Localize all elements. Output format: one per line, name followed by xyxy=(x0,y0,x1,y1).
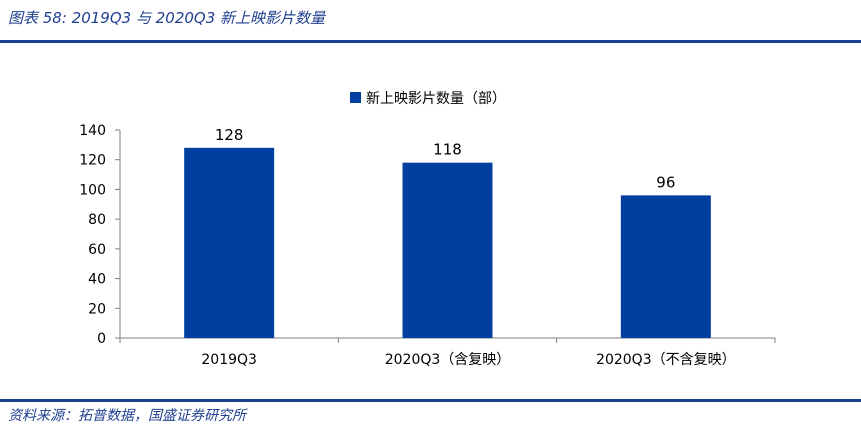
x-tick-label: 2020Q3（不含复映） xyxy=(596,351,736,368)
x-tick-label: 2020Q3（含复映） xyxy=(385,351,511,368)
y-tick-label: 20 xyxy=(88,301,106,317)
bottom-rule xyxy=(0,399,861,402)
data-label: 118 xyxy=(433,141,462,159)
y-tick-label: 80 xyxy=(88,212,106,228)
data-label: 96 xyxy=(656,173,675,191)
legend-label: 新上映影片数量（部） xyxy=(366,91,506,107)
bar xyxy=(620,195,711,338)
y-tick-label: 140 xyxy=(79,123,106,139)
data-label: 128 xyxy=(215,126,244,144)
y-tick-label: 100 xyxy=(79,182,106,198)
legend: 新上映影片数量（部） xyxy=(350,91,506,107)
bar xyxy=(184,147,275,338)
top-rule xyxy=(0,40,861,43)
figure-title: 图表 58: 2019Q3 与 2020Q3 新上映影片数量 xyxy=(8,9,326,27)
y-tick-label: 120 xyxy=(79,153,106,169)
x-tick-label: 2019Q3 xyxy=(201,352,257,368)
y-tick-label: 0 xyxy=(97,331,106,347)
bar xyxy=(402,162,493,338)
source-note: 资料来源：拓普数据，国盛证券研究所 xyxy=(8,408,246,424)
legend-swatch xyxy=(350,92,361,103)
y-tick-label: 60 xyxy=(88,242,106,258)
y-tick-label: 40 xyxy=(88,272,106,288)
bars-group: 128 2019Q3 118 2020Q3（含复映） 96 2020Q3（不含复映） xyxy=(184,126,736,368)
